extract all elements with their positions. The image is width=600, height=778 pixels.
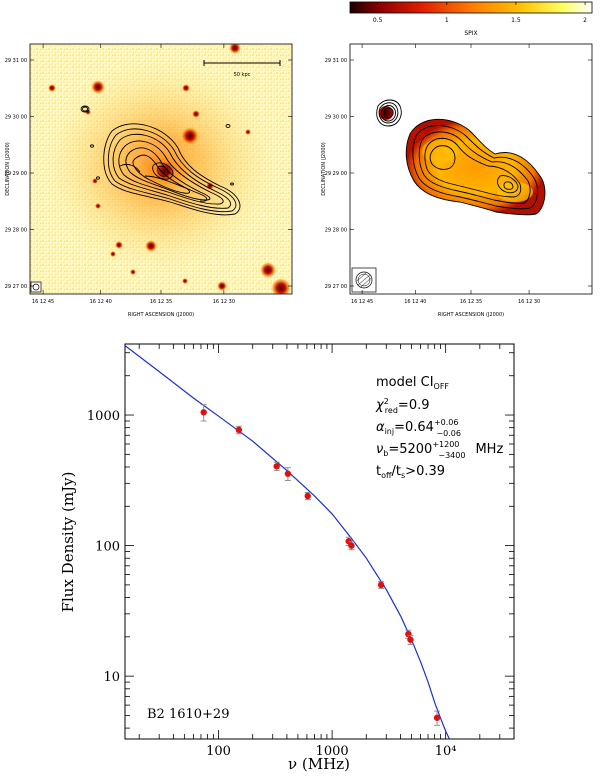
right-image-panel: 16 12 45 16 12 40 16 12 35 16 12 30 29 31 00… xyxy=(321,43,593,318)
data-point xyxy=(304,492,311,500)
right-xlabel: RIGHT ASCENSION (J2000) xyxy=(438,312,504,318)
radio-contours-right xyxy=(376,99,546,216)
y-tick-label: 29 31 00 xyxy=(325,58,347,64)
spix-colorbar: 0.5 1 1.5 2 SPIX xyxy=(349,1,593,37)
optical-source xyxy=(95,203,101,209)
x-tick-label: 16 12 40 xyxy=(90,299,112,305)
data-point xyxy=(235,426,243,434)
fit-annotations: model CIOFF χ2 red=0.9 αinj=0.64+0.06 −0.0… xyxy=(375,375,503,480)
model-curve xyxy=(124,345,450,740)
left-ylabel: DECLINATION (J2000) xyxy=(5,142,11,195)
source-label: B2 1610+29 xyxy=(147,707,229,722)
x-tick-label: 10⁴ xyxy=(435,744,457,759)
spectrum-plot: 100 1000 10⁴ 10 100 1000 Flux Density (mJy) ν… xyxy=(59,343,515,773)
optical-source xyxy=(260,262,276,278)
sed-ylabel: Flux Density (mJy) xyxy=(59,472,77,613)
optical-source xyxy=(110,251,116,257)
y-tick-label: 29 27 00 xyxy=(325,284,347,290)
y-tick-label: 10 xyxy=(103,670,120,685)
y-tick-label: 29 27 00 xyxy=(5,284,27,290)
colorbar-label: SPIX xyxy=(464,30,477,37)
colorbar-tick-label: 2 xyxy=(583,17,587,24)
nub-label: νb=5200+1200 −3400 MHz xyxy=(376,440,503,460)
y-tick-label: 1000 xyxy=(87,409,120,424)
y-tick-label: 29 31 00 xyxy=(5,58,27,64)
data-point xyxy=(377,581,385,589)
y-tick-label: 100 xyxy=(95,540,120,555)
colorbar-tick-label: 0.5 xyxy=(373,17,383,24)
optical-source xyxy=(91,80,105,94)
x-tick-label: 16 12 35 xyxy=(460,299,482,305)
optical-source xyxy=(130,269,136,275)
y-tick-label: 29 30 00 xyxy=(5,115,27,121)
y-tick-label: 29 29 00 xyxy=(5,171,27,177)
x-tick-label: 16 12 30 xyxy=(518,299,540,305)
optical-source xyxy=(271,278,291,294)
scale-bar-label: 50 kpc xyxy=(234,72,251,78)
plot-frame xyxy=(124,343,515,740)
optical-source xyxy=(229,44,241,54)
optical-source xyxy=(182,84,190,92)
optical-source xyxy=(48,84,56,92)
data-point xyxy=(407,636,414,643)
sed-xlabel: ν (MHz) xyxy=(288,755,350,773)
data-point xyxy=(273,463,280,470)
colorbar-tick-label: 1 xyxy=(445,17,449,24)
x-tick-label: 16 12 40 xyxy=(404,299,426,305)
left-image-panel: 50 kpc 16 12 45 16 12 40 16 12 35 16 12 30 2… xyxy=(5,43,293,318)
y-tick-label: 29 28 00 xyxy=(5,228,27,234)
optical-source xyxy=(145,240,157,252)
model-label: model CIOFF xyxy=(376,375,449,391)
optical-source xyxy=(115,241,123,249)
x-tick-label: 16 12 45 xyxy=(32,299,54,305)
optical-source xyxy=(92,178,98,184)
optical-source xyxy=(245,129,251,135)
optical-source xyxy=(192,110,200,118)
radio-contours xyxy=(80,105,241,216)
x-tick-label: 16 12 45 xyxy=(351,299,373,305)
optical-source xyxy=(217,281,227,291)
x-tick-label: 16 12 30 xyxy=(213,299,235,305)
optical-source xyxy=(182,278,188,284)
y-tick-label: 29 30 00 xyxy=(325,115,347,121)
chi2-label: χ2 red=0.9 xyxy=(375,397,430,415)
left-xlabel: RIGHT ASCENSION (J2000) xyxy=(128,312,194,318)
optical-source xyxy=(181,127,199,145)
data-point xyxy=(284,470,292,477)
alpha-label: αinj=0.64+0.06 −0.06 xyxy=(376,418,461,438)
right-ylabel: DECLINATION (J2000) xyxy=(321,142,327,195)
x-tick-label: 100 xyxy=(206,744,231,759)
y-tick-label: 29 29 00 xyxy=(325,171,347,177)
data-point xyxy=(348,542,355,549)
beam-box xyxy=(30,281,42,293)
x-tick-label: 1000 xyxy=(316,744,349,759)
optical-source xyxy=(154,160,176,182)
data-point xyxy=(433,714,441,721)
x-tick-label: 16 12 35 xyxy=(150,299,172,305)
data-point xyxy=(200,409,207,416)
colorbar-gradient xyxy=(349,1,593,14)
y-tick-label: 29 28 00 xyxy=(325,228,347,234)
toff-label: toff/ts>0.39 xyxy=(376,464,445,480)
optical-image: 50 kpc xyxy=(30,44,291,294)
colorbar-tick-label: 1.5 xyxy=(511,17,521,24)
